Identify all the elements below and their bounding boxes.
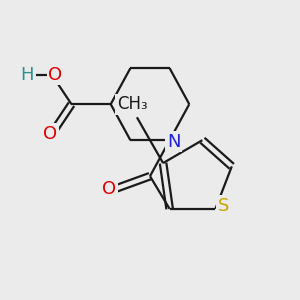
Text: O: O <box>43 124 57 142</box>
Text: S: S <box>218 196 229 214</box>
Text: N: N <box>167 133 180 151</box>
Text: O: O <box>102 180 116 198</box>
Text: O: O <box>48 66 62 84</box>
Text: CH₃: CH₃ <box>117 95 147 113</box>
Text: H: H <box>21 66 34 84</box>
